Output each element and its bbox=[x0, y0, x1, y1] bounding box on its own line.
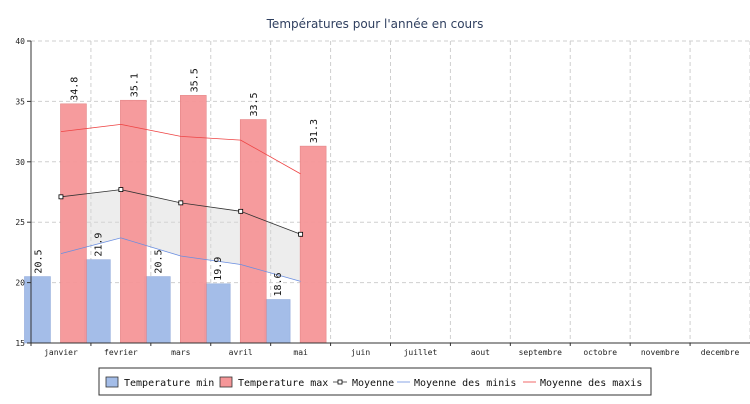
value-label-max-avril: 33.5 bbox=[249, 92, 260, 116]
bar-max-mars bbox=[180, 95, 207, 344]
value-label-max-mars: 35.5 bbox=[189, 68, 200, 92]
value-label-min-janvier: 20.5 bbox=[33, 249, 44, 273]
bar-max-avril bbox=[239, 119, 267, 344]
x-tick-label-avril: avril bbox=[229, 348, 253, 357]
value-label-min-fevrier: 21.9 bbox=[93, 233, 104, 257]
marker-moyenne-mars bbox=[178, 200, 184, 206]
bar-min-fevrier bbox=[84, 259, 111, 344]
bar-min-mars bbox=[144, 276, 171, 344]
value-label-max-janvier: 34.8 bbox=[69, 77, 80, 101]
legend-label-max: Temperature max bbox=[238, 378, 328, 389]
grid bbox=[31, 40, 750, 343]
chart-title: Températures pour l'année en cours bbox=[266, 17, 484, 31]
legend-label-moyenne-maxis: Moyenne des maxis bbox=[540, 378, 642, 389]
x-tick-label-septembre: septembre bbox=[519, 348, 563, 357]
bars bbox=[24, 95, 327, 344]
legend-box bbox=[98, 367, 652, 396]
axes: 15 20 25 30 35 40 janvier fevrier mars avril mai ju… bbox=[15, 37, 750, 357]
marker-moyenne-fevrier bbox=[118, 187, 124, 192]
y-tick-label: 25 bbox=[15, 218, 25, 227]
legend-marker-moyenne bbox=[337, 379, 343, 385]
y-tick-label: 20 bbox=[15, 279, 25, 288]
value-labels: 20.5 21.9 20.5 19.9 18.6 34.8 35.1 35.5 33.5 31.3 bbox=[33, 68, 320, 296]
legend-label-min: Temperature min bbox=[124, 378, 214, 389]
x-tick-label-juin: juin bbox=[351, 348, 370, 357]
y-tick-label: 15 bbox=[15, 339, 25, 348]
bar-min-janvier bbox=[24, 276, 51, 344]
value-label-min-avril: 19.9 bbox=[213, 257, 224, 281]
x-tick-label-aout: aout bbox=[471, 348, 490, 357]
x-tick-label-decembre: decembre bbox=[701, 348, 740, 357]
x-tick-label-fevrier: fevrier bbox=[104, 348, 138, 357]
legend-swatch-max bbox=[219, 376, 233, 388]
legend-swatch-min bbox=[105, 376, 119, 388]
y-tick-label: 40 bbox=[15, 37, 25, 46]
line-moyenne-minis bbox=[60, 237, 301, 282]
legend-label-moyenne-minis: Moyenne des minis bbox=[414, 378, 516, 389]
bar-min-mai bbox=[263, 299, 291, 344]
x-tick-label-novembre: novembre bbox=[641, 348, 680, 357]
bar-max-mai bbox=[299, 145, 327, 344]
line-moyenne-maxis bbox=[60, 123, 301, 175]
value-label-max-fevrier: 35.1 bbox=[129, 73, 140, 97]
y-tick-label: 30 bbox=[15, 158, 25, 167]
bar-min-avril bbox=[203, 283, 231, 344]
x-tick-label-octobre: octobre bbox=[583, 348, 617, 357]
x-tick-label-juillet: juillet bbox=[404, 348, 438, 357]
x-tick-label-mars: mars bbox=[171, 348, 190, 357]
value-label-min-mars: 20.5 bbox=[153, 249, 164, 273]
legend-label-moyenne: Moyenne bbox=[352, 378, 394, 389]
lines bbox=[58, 123, 304, 282]
x-tick-label-janvier: janvier bbox=[44, 348, 78, 357]
legend: Temperature min Temperature max Moyenne Moy… bbox=[98, 367, 652, 396]
bar-max-fevrier bbox=[120, 99, 147, 344]
marker-moyenne-janvier bbox=[58, 194, 64, 200]
value-label-max-mai: 31.3 bbox=[309, 119, 320, 143]
marker-moyenne-avril bbox=[238, 208, 244, 214]
y-tick-label: 35 bbox=[15, 97, 25, 106]
x-tick-label-mai: mai bbox=[293, 348, 308, 357]
marker-moyenne-mai bbox=[298, 231, 304, 237]
bar-max-janvier bbox=[60, 103, 87, 344]
value-label-min-mai: 18.6 bbox=[273, 272, 284, 296]
